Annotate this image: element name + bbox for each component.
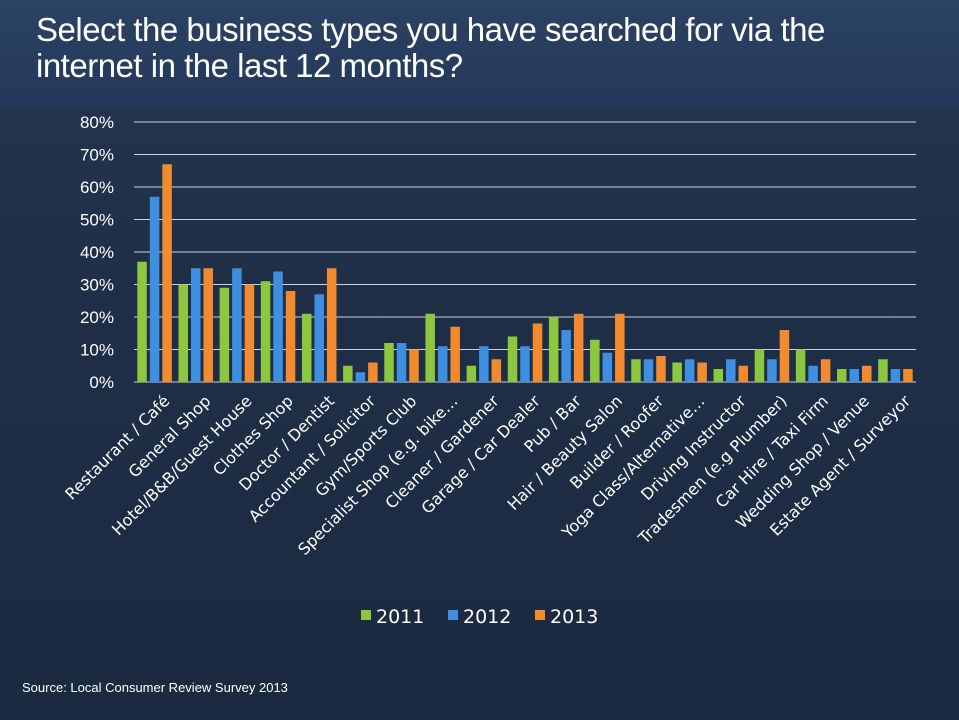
bar-2012 <box>520 346 530 382</box>
bar-2012 <box>437 346 448 382</box>
y-tick-label: 40% <box>80 243 114 262</box>
bar-2013 <box>368 362 378 382</box>
bar-2011 <box>837 369 847 382</box>
bar-2012 <box>149 196 160 382</box>
bar-2013 <box>491 359 502 382</box>
bars <box>137 164 913 382</box>
bar-2011 <box>425 313 435 382</box>
bar-2013 <box>615 313 625 382</box>
bar-2013 <box>820 359 831 382</box>
bar-2013 <box>697 362 707 382</box>
bar-2012 <box>726 359 736 382</box>
bar-2011 <box>507 336 518 382</box>
bar-2011 <box>384 343 394 382</box>
y-tick-label: 70% <box>80 146 114 165</box>
y-axis-ticks: 0% 10% 20% 30% 40% 50% 60% 70% 80% <box>80 113 114 392</box>
bar-2012 <box>602 352 613 382</box>
bar-2012 <box>273 271 283 382</box>
y-tick-label: 60% <box>80 178 114 197</box>
source-note: Source: Local Consumer Review Survey 201… <box>22 680 288 695</box>
bar-2013 <box>285 291 296 382</box>
bar-2013 <box>656 356 666 382</box>
bar-2013 <box>450 326 460 382</box>
bar-2013 <box>779 330 790 382</box>
bar-2012 <box>684 359 695 382</box>
bar-2012 <box>890 369 901 382</box>
y-tick-label: 80% <box>80 113 114 132</box>
legend-label: 2011 <box>376 606 424 628</box>
bar-2013 <box>862 365 872 382</box>
y-tick-label: 10% <box>80 341 114 360</box>
bar-2012 <box>561 330 571 382</box>
bar-2011 <box>178 284 188 382</box>
bar-2011 <box>548 317 559 382</box>
legend-swatch <box>448 610 458 620</box>
bar-2011 <box>137 261 147 382</box>
bar-2011 <box>343 365 353 382</box>
bar-2012 <box>479 346 489 382</box>
bar-2011 <box>713 369 724 382</box>
bar-2013 <box>203 268 213 382</box>
legend-swatch <box>535 610 545 620</box>
chart-title: Select the business types you have searc… <box>36 11 825 84</box>
bar-2013 <box>903 369 913 382</box>
bar-2012 <box>643 359 654 382</box>
bar-2012 <box>314 294 324 382</box>
bar-2013 <box>326 268 337 382</box>
legend-label: 2013 <box>550 606 598 628</box>
y-tick-label: 30% <box>80 276 114 295</box>
legend-swatch <box>361 610 371 620</box>
bar-2011 <box>590 339 600 382</box>
bar-2013 <box>162 164 172 382</box>
title-band <box>0 0 959 108</box>
bar-2013 <box>532 323 543 382</box>
bar-2012 <box>190 268 201 382</box>
bar-2013 <box>573 313 584 382</box>
bar-2011 <box>219 287 230 382</box>
bar-2011 <box>878 359 888 382</box>
bar-2011 <box>301 313 312 382</box>
y-tick-label: 20% <box>80 308 114 327</box>
bar-2012 <box>808 365 818 382</box>
bar-2012 <box>232 268 242 382</box>
bar-2012 <box>396 343 407 382</box>
bar-2012 <box>767 359 777 382</box>
legend: 2011 2012 2013 <box>361 606 598 628</box>
bar-2013 <box>244 284 255 382</box>
bar-2011 <box>466 365 477 382</box>
bar-2011 <box>260 281 271 382</box>
bar-2011 <box>795 349 806 382</box>
bar-2011 <box>754 349 765 382</box>
y-tick-label: 0% <box>89 373 114 392</box>
y-tick-label: 50% <box>80 211 114 230</box>
bar-2012 <box>355 372 366 382</box>
bar-2013 <box>409 349 419 382</box>
legend-label: 2012 <box>463 606 511 628</box>
bar-2012 <box>849 369 860 382</box>
bar-2013 <box>738 365 749 382</box>
bar-2011 <box>631 359 641 382</box>
bar-2011 <box>672 362 682 382</box>
